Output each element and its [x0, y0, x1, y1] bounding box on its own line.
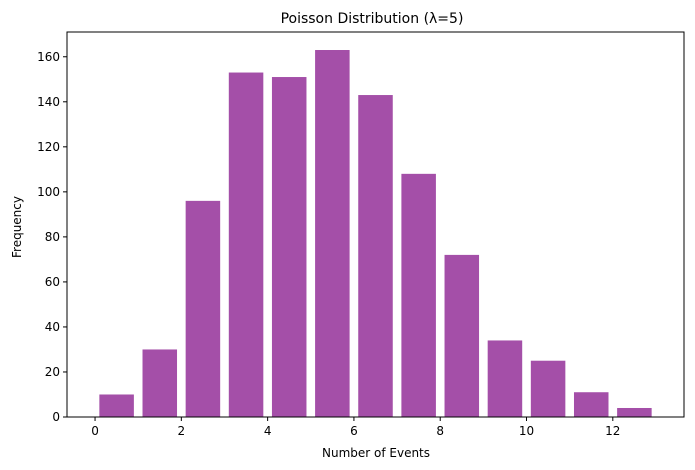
- bar: [617, 407, 652, 417]
- bar: [185, 200, 221, 417]
- y-tick-label: 140: [37, 95, 60, 109]
- y-tick-label: 0: [52, 410, 60, 424]
- y-axis-label: Frequency: [10, 196, 24, 258]
- bar: [444, 254, 480, 417]
- bar: [315, 50, 350, 417]
- x-axis-label: Number of Events: [322, 446, 430, 460]
- x-tick-label: 4: [264, 424, 272, 438]
- x-tick-label: 0: [91, 424, 99, 438]
- y-tick-label: 160: [37, 50, 60, 64]
- bar: [530, 360, 566, 417]
- bar: [99, 394, 134, 417]
- bar: [358, 95, 393, 417]
- y-tick-label: 20: [45, 365, 60, 379]
- y-tick-label: 120: [37, 140, 60, 154]
- bar: [487, 340, 523, 417]
- bar: [142, 349, 178, 417]
- bar: [573, 392, 609, 417]
- x-tick-label: 6: [350, 424, 358, 438]
- x-tick-label: 8: [436, 424, 444, 438]
- bar: [228, 72, 264, 417]
- y-tick-label: 60: [45, 275, 60, 289]
- y-tick-label: 100: [37, 185, 60, 199]
- axes-frame: [66, 31, 685, 418]
- x-tick-label: 2: [178, 424, 186, 438]
- x-tick-label: 12: [605, 424, 620, 438]
- y-tick-label: 40: [45, 320, 60, 334]
- chart-title: Poisson Distribution (λ=5): [281, 11, 464, 27]
- bar: [271, 77, 307, 417]
- x-tick-label: 10: [519, 424, 534, 438]
- y-tick-label: 80: [45, 230, 60, 244]
- bar: [401, 173, 436, 417]
